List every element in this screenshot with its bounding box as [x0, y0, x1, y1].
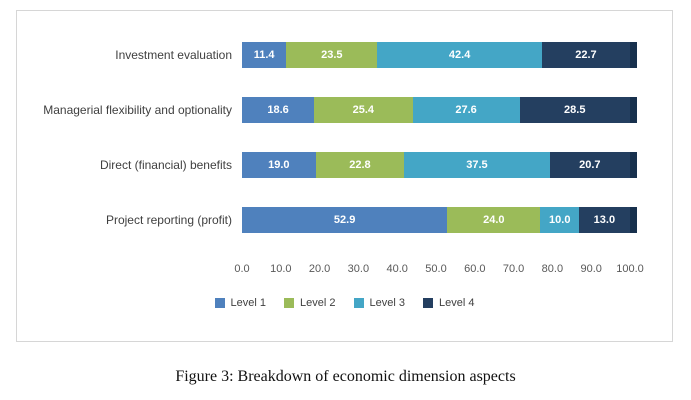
x-tick-label: 90.0: [580, 263, 602, 275]
x-tick-label: 0.0: [234, 263, 250, 275]
stacked-bar: 52.9 24.0 10.0 13.0: [242, 206, 637, 233]
bar-segment: 20.7: [549, 151, 630, 178]
value-label: 11.4: [253, 48, 275, 61]
bar-area: 18.6 25.4 27.6 28.5: [242, 96, 637, 123]
x-tick-label: 40.0: [386, 263, 408, 275]
bar-row: Investment evaluation 11.4 23.5 42.4 22.7: [17, 27, 672, 82]
x-tick-label: 10.0: [270, 263, 292, 275]
x-tick-label: 60.0: [464, 263, 486, 275]
category-label: Investment evaluation: [115, 47, 232, 62]
x-tick-label: 100.0: [616, 263, 644, 275]
bar-3d-cap: [630, 206, 637, 233]
legend-item: Level 2: [284, 297, 336, 309]
value-label: 42.4: [448, 48, 471, 61]
legend-swatch: [422, 298, 433, 308]
value-label: 13.0: [593, 213, 616, 226]
x-tick-label: 70.0: [502, 263, 525, 275]
x-tick-label: 80.0: [541, 263, 564, 275]
legend-label: Level 4: [438, 297, 475, 309]
figure-caption: Figure 3: Breakdown of economic dimensio…: [175, 368, 516, 385]
bar-segment: 42.4: [377, 41, 542, 68]
value-label: 22.7: [575, 48, 597, 61]
value-label: 22.8: [349, 158, 371, 171]
bar-row: Direct (financial) benefits 19.0 22.8 37.5 2…: [17, 137, 672, 192]
legend-label: Level 1: [230, 297, 267, 309]
stacked-bar: 18.6 25.4 27.6 28.5: [242, 96, 637, 123]
bar-segment: 22.7: [541, 41, 630, 68]
bar-segment: 25.4: [314, 96, 413, 123]
bar-row: Managerial flexibility and optionality 18…: [17, 82, 672, 137]
bar-3d-cap: [630, 151, 637, 178]
value-label: 20.7: [579, 158, 601, 171]
x-tick-label: 50.0: [425, 263, 447, 275]
legend-swatch: [284, 298, 295, 308]
value-label: 27.6: [455, 103, 477, 116]
legend-swatch: [353, 298, 364, 308]
legend-item: Level 3: [353, 297, 405, 309]
bar-segment: 13.0: [579, 206, 630, 233]
bar-segment: 24.0: [447, 206, 541, 233]
value-label: 37.5: [466, 158, 488, 171]
legend-item: Level 4: [422, 297, 475, 309]
bar-segment: 19.0: [242, 151, 316, 178]
value-label: 10.0: [549, 213, 571, 226]
bar-segment: 18.6: [242, 96, 315, 123]
legend-item: Level 1: [214, 297, 267, 309]
bar-3d-cap: [630, 41, 637, 68]
legend: Level 1 Level 2 Level 3 Level 4: [17, 297, 672, 309]
plot-area: Investment evaluation 11.4 23.5 42.4 22.7 Man…: [17, 27, 672, 247]
value-label: 19.0: [268, 158, 290, 171]
value-label: 23.5: [321, 48, 343, 61]
value-label: 18.6: [267, 103, 289, 116]
value-label: 52.9: [333, 213, 356, 226]
bar-area: 11.4 23.5 42.4 22.7: [242, 41, 637, 68]
value-label: 24.0: [483, 213, 505, 226]
category-label: Project reporting (profit): [105, 212, 232, 227]
stacked-bar: 11.4 23.5 42.4 22.7: [242, 41, 637, 68]
bar-segment: 23.5: [286, 41, 378, 68]
bar-row: Project reporting (profit) 52.9 24.0 10.0 13…: [17, 192, 672, 247]
x-tick-label: 20.0: [308, 263, 331, 275]
bar-segment: 52.9: [242, 206, 448, 233]
x-tick-label: 30.0: [347, 263, 370, 275]
bar-segment: 22.8: [315, 151, 405, 178]
category-label: Direct (financial) benefits: [99, 157, 232, 172]
legend-label: Level 2: [300, 297, 336, 309]
bar-segment: 10.0: [540, 206, 580, 233]
bar-segment: 28.5: [519, 96, 630, 123]
bar-3d-cap: [630, 96, 637, 123]
category-label: Managerial flexibility and optionality: [43, 102, 232, 117]
legend-label: Level 3: [369, 297, 405, 309]
legend-swatch: [214, 298, 225, 308]
bar-segment: 11.4: [242, 41, 287, 68]
value-label: 28.5: [564, 103, 586, 116]
stacked-bar: 19.0 22.8 37.5 20.7: [242, 151, 637, 178]
bar-area: 19.0 22.8 37.5 20.7: [242, 151, 637, 178]
x-axis: 0.0 10.0 20.0 30.0 40.0 50.0 60.0 70.0 80.0 90.0 1…: [234, 263, 643, 281]
value-label: 25.4: [352, 103, 375, 116]
bar-area: 52.9 24.0 10.0 13.0: [242, 206, 637, 233]
bar-segment: 37.5: [404, 151, 550, 178]
chart: Investment evaluation 11.4 23.5 42.4 22.7 Man…: [16, 10, 673, 342]
bar-segment: 27.6: [412, 96, 520, 123]
